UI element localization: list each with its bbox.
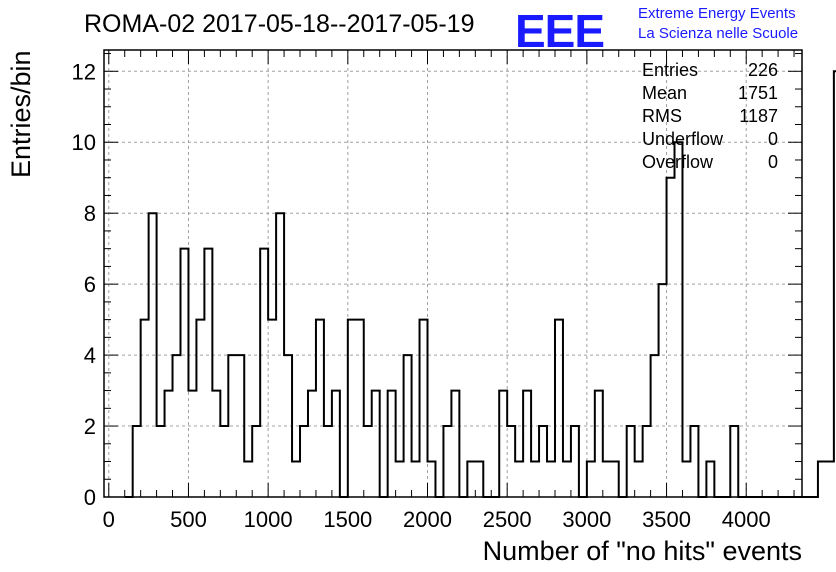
stats-value: 1187 — [739, 106, 778, 126]
stats-row-mean: Mean 1751 — [640, 83, 780, 106]
y-tick-label: 0 — [84, 485, 96, 510]
stats-label: Underflow — [642, 129, 724, 149]
x-tick-label: 500 — [170, 507, 207, 532]
stats-box: Entries 226 Mean 1751 RMS 1187 Underflow… — [640, 60, 780, 175]
stats-label: RMS — [642, 106, 682, 126]
x-axis-title: Number of "no hits" events — [482, 536, 802, 566]
x-tick-label: 4000 — [722, 507, 771, 532]
y-tick-label: 8 — [84, 201, 96, 226]
y-tick-label: 2 — [84, 414, 96, 439]
eee-logo: EEE — [515, 5, 605, 57]
stats-value: 226 — [747, 60, 778, 80]
stats-label: Entries — [642, 60, 699, 80]
stats-value: 1751 — [737, 83, 778, 103]
stats-label: Mean — [642, 83, 688, 103]
x-tick-label: 2500 — [483, 507, 532, 532]
x-tick-label: 0 — [103, 507, 115, 532]
x-tick-label: 2000 — [403, 507, 452, 532]
stats-row-underflow: Underflow 0 — [640, 129, 780, 152]
stats-value: 0 — [767, 129, 778, 149]
logo-line-1: Extreme Energy Events — [638, 5, 796, 22]
chart-title: ROMA-02 2017-05-18--2017-05-19 — [84, 10, 475, 38]
stats-value: 0 — [767, 152, 778, 172]
x-tick-label: 1500 — [323, 507, 372, 532]
y-axis-title: Entries/bin — [6, 50, 36, 178]
plot-frame — [103, 49, 803, 498]
y-tick-label: 4 — [84, 343, 96, 368]
x-tick-label: 3500 — [642, 507, 691, 532]
logo-text: Extreme Energy Events La Scienza nelle S… — [638, 4, 798, 44]
y-tick-label: 12 — [72, 59, 96, 84]
stats-row-rms: RMS 1187 — [640, 106, 780, 129]
stats-row-overflow: Overflow 0 — [640, 152, 780, 175]
x-tick-label: 3000 — [562, 507, 611, 532]
y-tick-label: 10 — [72, 130, 96, 155]
stats-row-entries: Entries 226 — [640, 60, 780, 83]
x-tick-label: 1000 — [244, 507, 293, 532]
logo-line-2: La Scienza nelle Scuole — [638, 25, 799, 42]
stats-label: Overflow — [642, 152, 714, 172]
y-tick-label: 6 — [84, 272, 96, 297]
